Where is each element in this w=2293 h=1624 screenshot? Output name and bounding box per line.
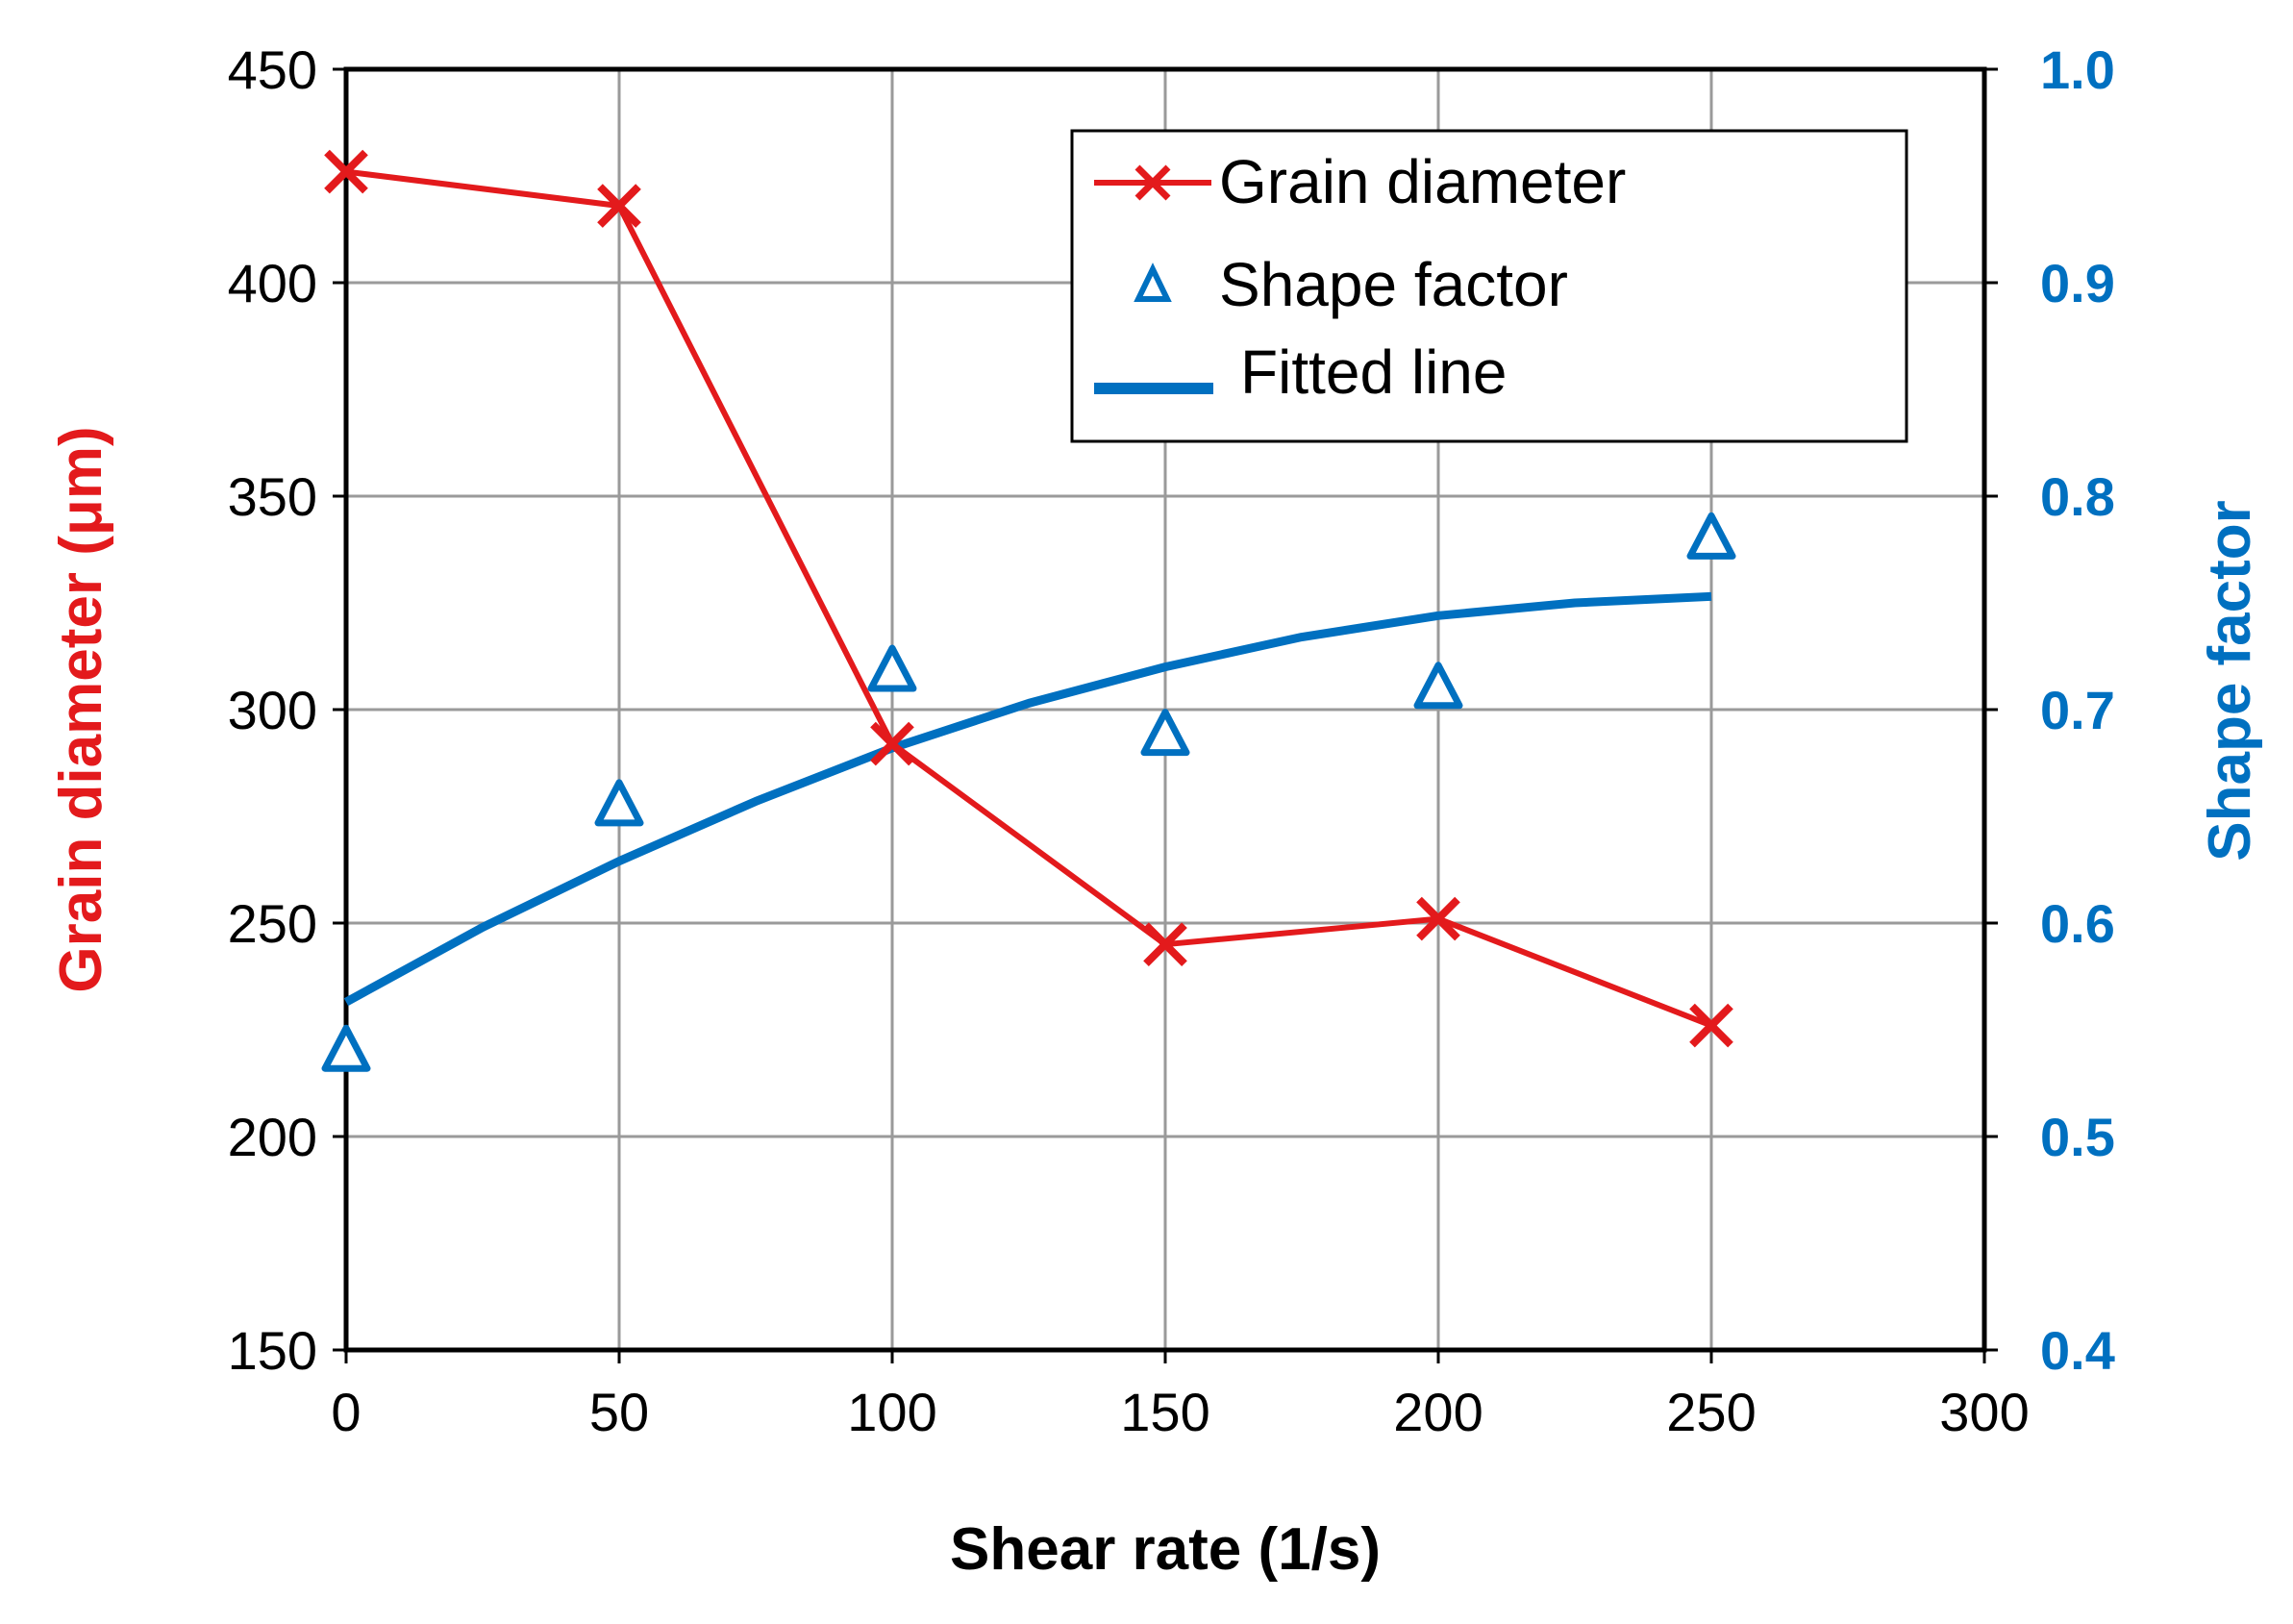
shape-factor-point — [321, 1024, 371, 1072]
y-left-tick-label: 350 — [228, 466, 317, 527]
axes — [333, 66, 1998, 1363]
x-axis-title: Shear rate (1/s) — [950, 1516, 1381, 1583]
grain-diameter-point — [597, 184, 641, 228]
x-tick-label: 0 — [331, 1382, 361, 1442]
plot-frame — [343, 66, 1987, 1353]
legend-grain-label: Grain diameter — [1219, 147, 1626, 216]
shape-factor-point — [1140, 709, 1190, 757]
tick-labels: 0 50 100 150 200 250 300 150 200 250 300 350 400 450 0… — [228, 39, 2115, 1442]
y-right-tick-label: 0.8 — [2040, 466, 2115, 527]
grain-diameter-point — [324, 149, 368, 194]
y-left-tick-label: 400 — [228, 253, 317, 313]
fitted-line — [343, 591, 1712, 1007]
shape-factor-point — [1686, 512, 1736, 560]
y-left-tick-label: 250 — [228, 893, 317, 954]
y-right-tick-label: 0.7 — [2040, 680, 2115, 740]
legend-shape-label: Shape factor — [1219, 250, 1568, 319]
shape-factor-point — [594, 779, 644, 827]
grain-diameter-point — [1689, 1003, 1733, 1048]
y-left-tick-label: 150 — [228, 1320, 317, 1381]
y-right-tick-label: 0.6 — [2040, 893, 2115, 954]
x-tick-label: 50 — [589, 1382, 649, 1442]
legend: Grain diameter Shape factor Fitted line — [1070, 129, 1908, 443]
shape-factor-point — [1413, 662, 1463, 710]
legend-shape-marker — [1134, 262, 1172, 302]
y-left-tick-label: 450 — [228, 39, 317, 100]
y-right-tick-label: 0.9 — [2040, 253, 2115, 313]
y-axis-right-title: Shape factor — [2197, 500, 2263, 862]
grain-diameter-line — [345, 168, 1713, 1029]
shape-factor-point — [867, 644, 917, 692]
x-tick-label: 300 — [1939, 1382, 2029, 1442]
grain-diameter-point — [1416, 896, 1460, 941]
y-axis-left-title: Grain diameter (μm) — [48, 426, 114, 992]
grain-diameter-point — [1143, 922, 1187, 967]
x-tick-label: 250 — [1666, 1382, 1756, 1442]
x-tick-label: 200 — [1393, 1382, 1483, 1442]
y-left-tick-label: 200 — [228, 1107, 317, 1167]
x-tick-label: 150 — [1120, 1382, 1209, 1442]
x-tick-label: 100 — [847, 1382, 936, 1442]
y-right-tick-label: 1.0 — [2040, 39, 2115, 100]
y-left-tick-label: 300 — [228, 680, 317, 740]
series-layer — [321, 149, 1736, 1072]
y-right-tick-label: 0.5 — [2040, 1107, 2115, 1167]
y-right-tick-label: 0.4 — [2040, 1320, 2115, 1381]
legend-grain-marker — [1134, 164, 1171, 201]
legend-fitted-label: Fitted line — [1240, 337, 1507, 407]
grain-diameter-point — [870, 721, 914, 766]
